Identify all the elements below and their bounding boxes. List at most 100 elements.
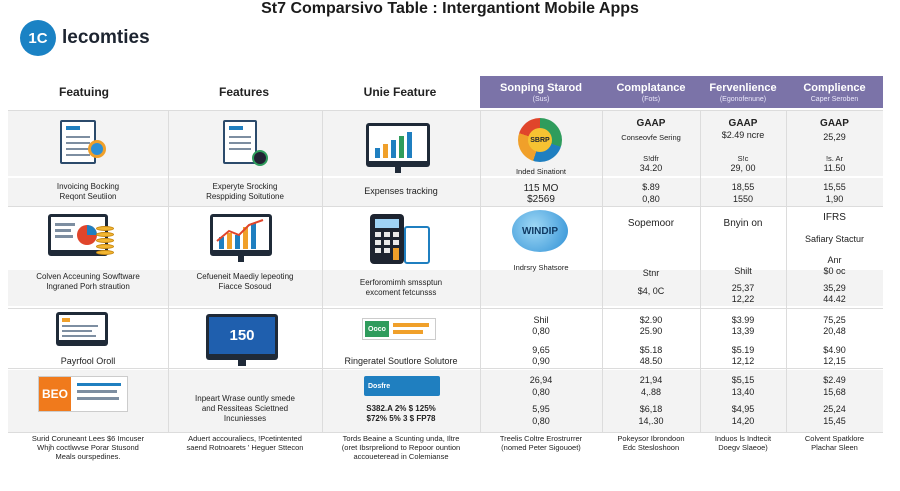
cell-value: 1,90 — [825, 194, 844, 204]
cell-value: 13,39 — [731, 326, 755, 336]
phone-app-icon — [404, 226, 430, 264]
cell-label: Indrsry Shatsore — [513, 263, 569, 272]
cell-value: 29, 00 — [730, 163, 756, 173]
header-main: Sonping Starod — [500, 81, 582, 94]
cell-sub: Conseovfe Sering — [621, 133, 681, 142]
footer-note: Tords Beaine a Scunting unda, Iltre (ore… — [341, 434, 461, 461]
header-sonping-starod: Sonping Starod (Sus) — [480, 76, 602, 108]
calculator-icon — [370, 214, 404, 264]
cell-value: 14,.30 — [638, 416, 664, 426]
grid-line — [8, 110, 883, 111]
cell-value: $2569 — [527, 194, 555, 205]
badge-text: WINDIP — [521, 225, 559, 237]
cell-value: $5,15 — [731, 375, 755, 385]
cell-value: 15,55 — [823, 182, 846, 192]
footer-note: Pokeysor Ibrondoon Edc Stesloshoon — [617, 434, 685, 452]
cell-head: IFRS — [823, 212, 846, 223]
cell-value: $5.19 — [731, 345, 755, 355]
cell-value: 18,55 — [731, 182, 755, 192]
footer-note: Surid Coruneant Lees $6 Imcuser Whjh coc… — [31, 434, 145, 461]
report-document-icon — [223, 120, 257, 164]
cell-head: Sopemoor — [627, 218, 675, 229]
badge-text: SBRP — [528, 128, 552, 152]
grid-line — [786, 110, 787, 432]
cell-sub: $2.49 ncre — [721, 130, 765, 140]
header-main: Fervenlience — [709, 81, 777, 94]
coins-icon — [96, 226, 118, 262]
footer-note: Aduert accouraliecs, !Pcetintented saend… — [186, 434, 304, 452]
row-band — [8, 370, 883, 432]
payroll-laptop-icon — [56, 312, 108, 346]
cell-value: Stnr — [642, 268, 660, 278]
monitor-chart-icon — [366, 123, 430, 173]
windip-globe-icon: WINDIP — [512, 210, 568, 252]
cell-value: 25.90 — [639, 326, 663, 336]
cell-value: 14,20 — [731, 416, 755, 426]
row3-unie-feature-label: Ringeratel Soutlore Solutore — [344, 356, 458, 366]
cell-value: Shil — [533, 315, 549, 325]
brand-logo: 1C lecomties — [20, 20, 150, 56]
header-unie-feature: Unie Feature — [363, 85, 437, 99]
badge-text: BEO — [39, 377, 71, 411]
cell-head: GAAP — [728, 118, 758, 129]
cell-label: Inded Sinationt — [515, 167, 567, 176]
cell-value: 0,80 — [532, 416, 550, 426]
row1-features-label: Experyte Srocking Resppiding Soitutione — [206, 182, 284, 201]
row2-features-label: Cefueneit Maediy lepeoting Fiacce Sosoud — [196, 272, 294, 291]
cell-value: S!dfr — [643, 154, 659, 163]
cell-value: 25,37 — [731, 283, 755, 293]
cell-head: Bnyin on — [723, 218, 763, 229]
invoice-document-icon — [60, 120, 96, 164]
cell-value: $3.99 — [731, 315, 755, 325]
cell-value: $.89 — [642, 182, 660, 192]
cell-value: 25,24 — [823, 404, 846, 414]
cell-value: $4,95 — [731, 404, 755, 414]
screen-number: 150 — [209, 317, 275, 354]
cell-value: $5.18 — [639, 345, 663, 355]
magnifier-icon — [88, 140, 106, 158]
cell-value: 75,25 — [823, 315, 846, 325]
cell-value: Anr — [827, 255, 842, 265]
cell-value: $4.90 — [823, 345, 846, 355]
header-featuing: Featuing — [59, 85, 109, 99]
cell-value: $2.90 — [639, 315, 663, 325]
row2-unie-feature-label: Eerforomimh smssptun excoment fetcunsss — [359, 278, 443, 297]
cell-value: 48.50 — [639, 356, 663, 366]
cell-value: 12,12 — [731, 356, 755, 366]
header-sub: (Sus) — [532, 95, 550, 103]
grid-line — [8, 308, 883, 309]
cell-value: 5,95 — [532, 404, 550, 414]
pie-badge-icon: SBRP — [518, 118, 562, 162]
cell-value: $6,18 — [639, 404, 663, 414]
header-sub: (Fots) — [641, 95, 661, 103]
cell-value: 0,80 — [532, 326, 550, 336]
footer-note: Treelis Coltre Erostrurrer (nomed Peter … — [499, 434, 583, 452]
row4-features-label: Inpeart Wrase ountly smede and Ressiteas… — [195, 394, 295, 423]
row3-feature-label: Payrfool Oroll — [60, 356, 116, 366]
grid-line — [8, 368, 883, 369]
cell-value: 21,94 — [639, 375, 663, 385]
cell-value: 35,29 — [823, 283, 846, 293]
badge-text: Ooco — [365, 321, 389, 337]
cell-value: 12,15 — [823, 356, 846, 366]
row-band — [8, 178, 883, 206]
cell-value: 1550 — [732, 194, 754, 204]
logo-mark-icon: 1C — [20, 20, 56, 56]
cell-value: S!c — [737, 154, 749, 163]
reporting-chart-icon — [210, 214, 272, 262]
cell-value: 34.20 — [639, 163, 663, 173]
logo-text: lecomties — [62, 27, 150, 48]
cell-value: 9,65 — [532, 345, 550, 355]
header-complatance: Complatance (Fots) — [602, 76, 700, 108]
cell-value: 20,48 — [823, 326, 846, 336]
grid-line — [322, 110, 323, 432]
header-main: Complience — [803, 81, 866, 94]
cell-value: 11.50 — [823, 163, 846, 173]
header-main: Complatance — [616, 81, 686, 94]
grid-line — [8, 206, 883, 207]
grid-line — [700, 110, 701, 432]
cell-value: 15,45 — [823, 416, 846, 426]
cell-sub: 25,29 — [823, 132, 846, 142]
badge-text: Dosfre — [368, 382, 391, 390]
page-title: St7 Comparsivo Table : Intergantiont Mob… — [261, 0, 639, 17]
